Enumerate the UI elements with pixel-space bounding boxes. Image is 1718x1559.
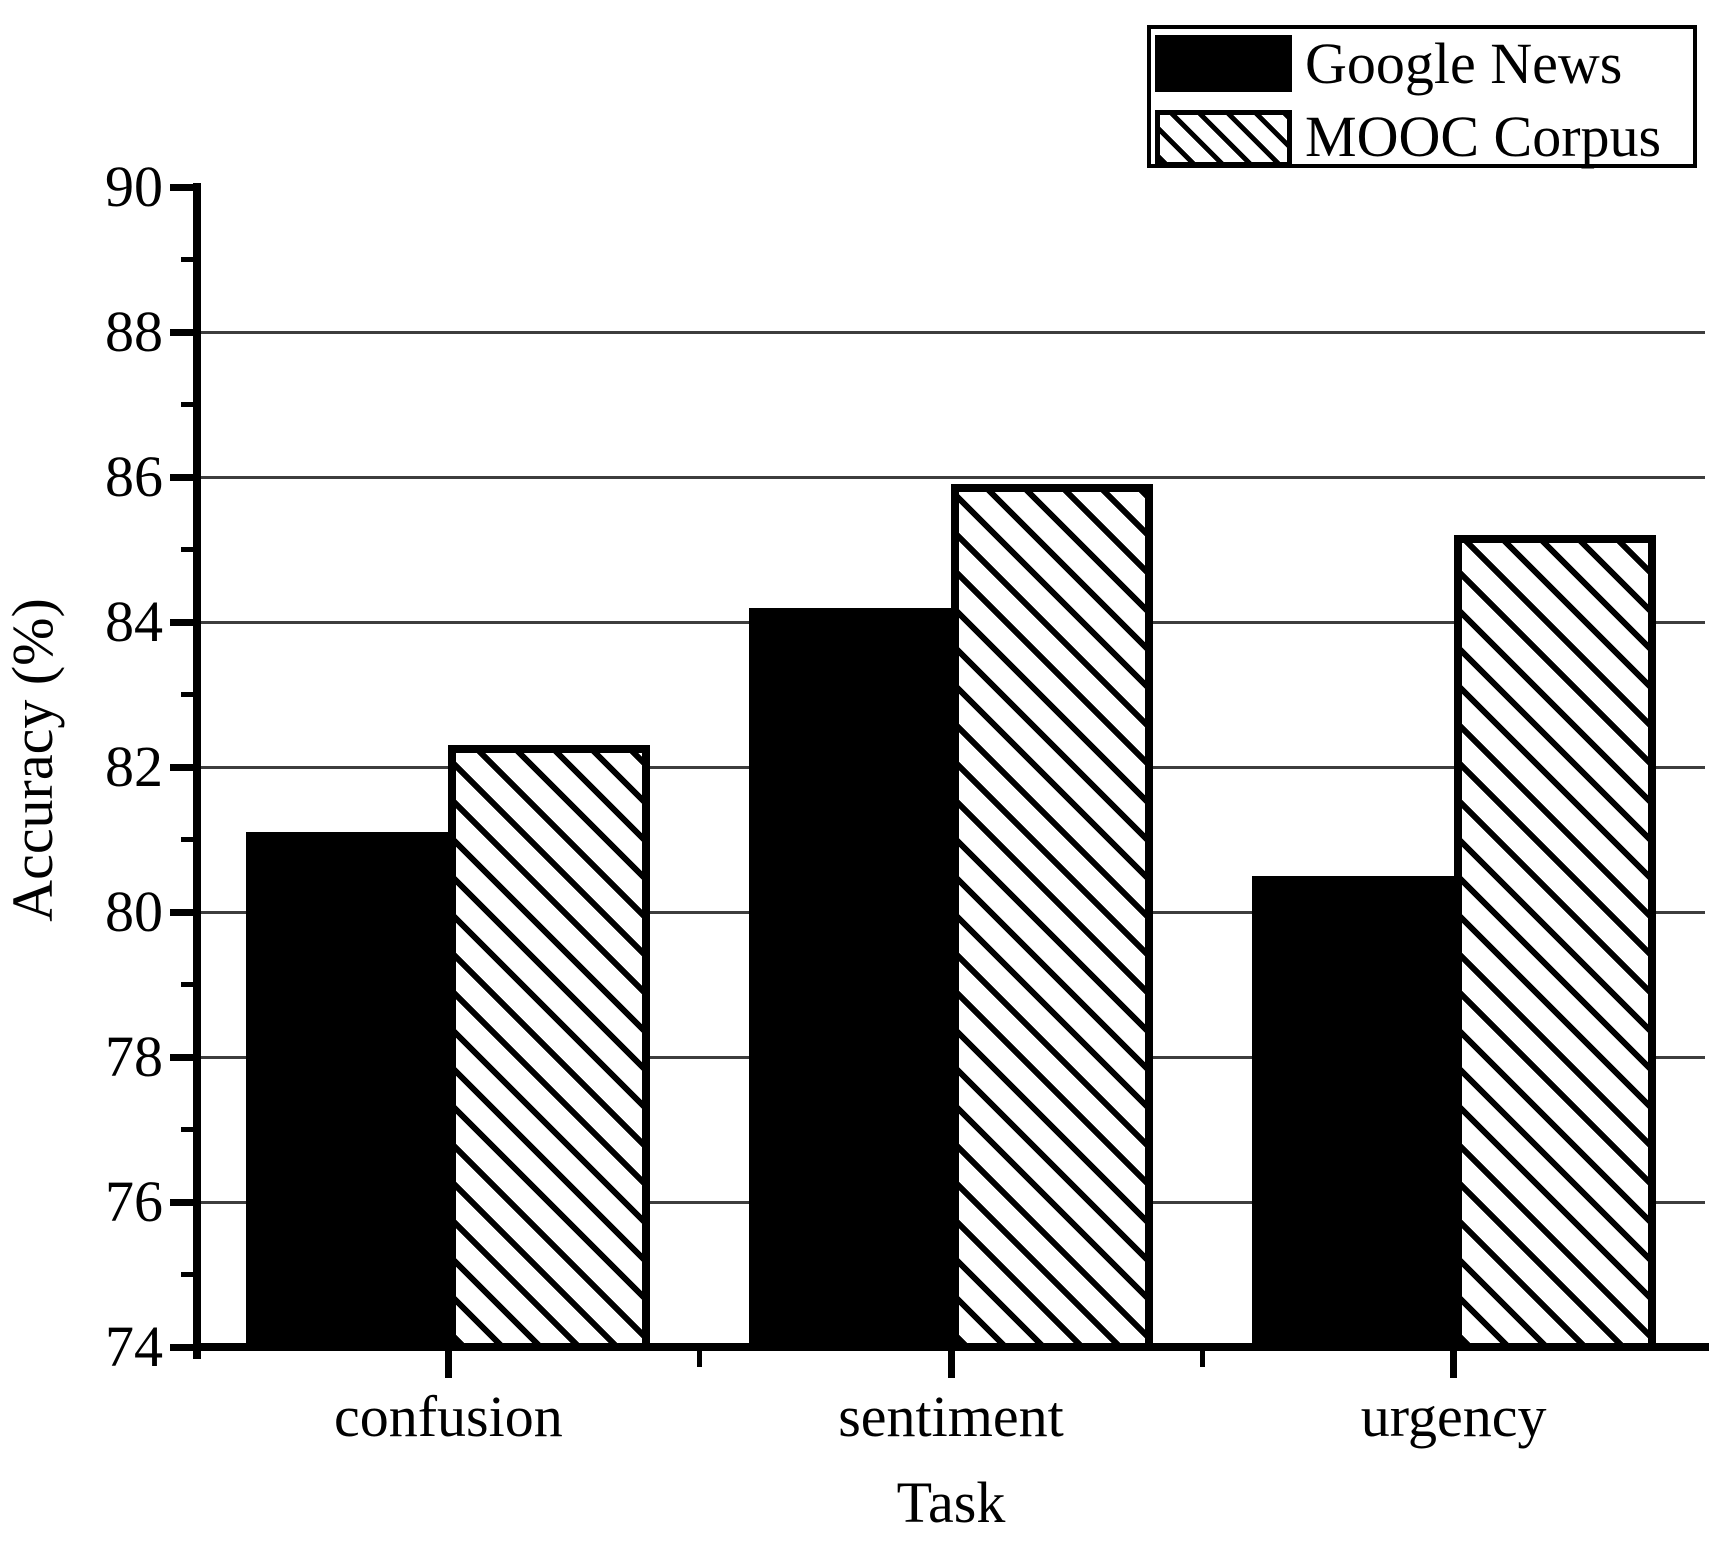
- bar-google-news-urgency: [1251, 875, 1454, 1351]
- y-axis-line: [193, 183, 201, 1359]
- gridline-88: [197, 330, 1705, 334]
- x-axis-title: Task: [896, 1470, 1006, 1535]
- y-minor-tick-85: [181, 547, 197, 552]
- bar-mooc-corpus-urgency: [1453, 535, 1656, 1351]
- y-minor-tick-79: [181, 982, 197, 987]
- y-tick-label-80: 80: [105, 879, 163, 944]
- y-major-tick-84: [170, 618, 197, 626]
- y-tick-label-76: 76: [105, 1169, 163, 1234]
- x-axis-line: [193, 1343, 1709, 1351]
- y-major-tick-78: [170, 1053, 197, 1061]
- legend-swatch-solid: [1155, 35, 1292, 92]
- x-minor-tick-1: [697, 1351, 703, 1367]
- bar-google-news-confusion: [246, 832, 449, 1351]
- legend: Google News MOOC Corpus: [1147, 25, 1697, 169]
- y-minor-tick-87: [181, 402, 197, 407]
- y-major-tick-88: [170, 328, 197, 336]
- legend-swatch-hatch: [1155, 110, 1292, 167]
- x-minor-tick-2: [1199, 1351, 1205, 1367]
- y-tick-label-88: 88: [105, 299, 163, 364]
- y-tick-label-84: 84: [105, 589, 163, 654]
- bar-mooc-corpus-confusion: [448, 745, 651, 1351]
- y-tick-label-78: 78: [105, 1024, 163, 1089]
- bar-mooc-corpus-sentiment: [951, 484, 1153, 1351]
- y-major-tick-76: [170, 1198, 197, 1206]
- y-major-tick-80: [170, 908, 197, 916]
- y-tick-label-82: 82: [105, 734, 163, 799]
- y-major-tick-90: [170, 183, 197, 191]
- x-tick-label-sentiment: sentiment: [838, 1384, 1064, 1449]
- y-minor-tick-89: [181, 257, 197, 262]
- x-tick-label-urgency: urgency: [1360, 1384, 1547, 1449]
- bar-google-news-sentiment: [749, 607, 951, 1351]
- x-tick-label-confusion: confusion: [333, 1384, 563, 1449]
- y-tick-label-74: 74: [105, 1314, 163, 1379]
- y-minor-tick-75: [181, 1272, 197, 1277]
- legend-label-google-news: Google News: [1305, 31, 1623, 96]
- y-major-tick-74: [170, 1343, 197, 1351]
- y-minor-tick-83: [181, 692, 197, 697]
- y-major-tick-82: [170, 763, 197, 771]
- gridline-86: [197, 475, 1705, 479]
- y-minor-tick-81: [181, 837, 197, 842]
- y-minor-tick-77: [181, 1127, 197, 1132]
- y-tick-label-86: 86: [105, 444, 163, 509]
- legend-label-mooc-corpus: MOOC Corpus: [1305, 104, 1662, 169]
- y-major-tick-86: [170, 473, 197, 481]
- x-major-tick-confusion: [444, 1351, 452, 1378]
- y-tick-label-90: 90: [105, 154, 163, 219]
- x-major-tick-sentiment: [947, 1351, 955, 1378]
- x-major-tick-urgency: [1450, 1351, 1458, 1378]
